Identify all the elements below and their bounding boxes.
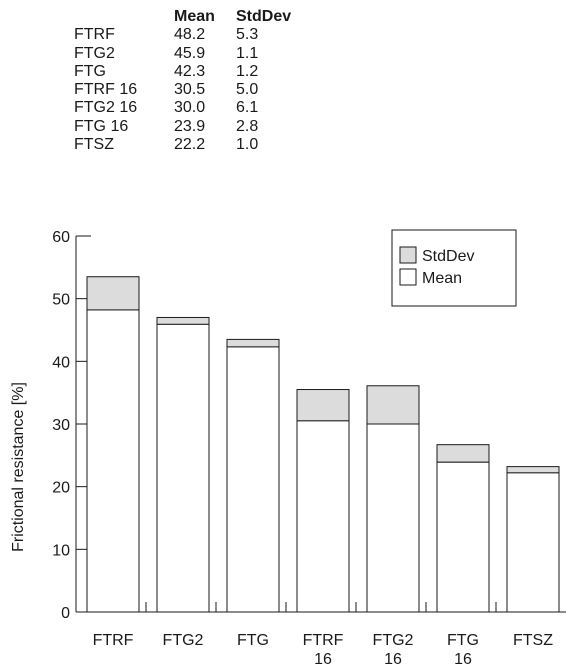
stats-table: Mean StdDev FTRF 48.2 5.3 FTG2 45.9 1.1 … <box>74 8 296 154</box>
bar-mean <box>296 420 350 613</box>
bar-stddev <box>296 389 350 422</box>
stats-cell-stddev: 1.1 <box>236 44 259 62</box>
stats-cell-mean: 30.5 <box>174 81 206 99</box>
legend-swatch <box>399 268 417 286</box>
stats-row: FTG2 16 30.0 6.1 <box>74 99 296 117</box>
stats-row: FTRF 48.2 5.3 <box>74 26 296 44</box>
stats-cell-mean: 45.9 <box>174 44 206 62</box>
stats-cell-mean: 48.2 <box>174 26 206 44</box>
x-tick-label: FTRF <box>93 632 134 649</box>
stats-cell-name: FTG2 <box>74 44 115 62</box>
x-tick-label: FTG <box>237 632 269 649</box>
stats-row: FTG2 45.9 1.1 <box>74 45 296 63</box>
stats-cell-name: FTRF 16 <box>74 81 138 99</box>
bar-mean <box>366 423 420 613</box>
chart-bars <box>86 276 560 613</box>
bar-stddev <box>156 316 210 325</box>
stats-cell-stddev: 1.2 <box>236 62 259 80</box>
bar-mean <box>226 346 280 613</box>
stats-cell-name: FTSZ <box>74 136 114 154</box>
stats-header-mean: Mean <box>174 8 215 25</box>
bar-stddev <box>506 466 560 474</box>
stats-cell-mean: 30.0 <box>174 99 206 117</box>
stats-header-stddev: StdDev <box>236 8 292 25</box>
stats-cell-stddev: 1.0 <box>236 136 259 154</box>
stats-row: FTRF 16 30.5 5.0 <box>74 81 296 99</box>
stats-cell-name: FTRF <box>74 26 115 44</box>
legend-label: Mean <box>422 270 462 287</box>
legend-box <box>391 229 517 307</box>
y-tick-label: 60 <box>52 229 70 246</box>
x-tick-label: FTRF 16 <box>303 632 344 668</box>
y-tick-label: 40 <box>52 354 70 371</box>
stats-cell-stddev: 2.8 <box>236 117 259 135</box>
stats-cell-stddev: 6.1 <box>236 99 259 117</box>
stats-header-row: Mean StdDev <box>74 8 296 26</box>
bar-mean <box>506 472 560 613</box>
y-tick-label: 0 <box>61 605 70 622</box>
x-tick-label: FTG 16 <box>447 632 479 668</box>
bar-stddev <box>366 385 420 425</box>
y-tick-label: 10 <box>52 542 70 559</box>
x-tick-labels: FTRF FTG2 FTG FTRF 16 FTG2 16 FTG 16 FTSZ <box>93 632 554 668</box>
y-axis-label: Frictional resistance [%] <box>10 382 27 552</box>
stats-cell-mean: 23.9 <box>174 117 206 135</box>
bar-stddev <box>436 444 490 463</box>
y-tick-label: 20 <box>52 480 70 497</box>
stats-cell-name: FTG 16 <box>74 117 129 135</box>
stats-row: FTG 42.3 1.2 <box>74 63 296 81</box>
y-tick-label: 30 <box>52 417 70 434</box>
stats-cell-name: FTG2 16 <box>74 99 138 117</box>
stats-cell-stddev: 5.0 <box>236 81 259 99</box>
legend-label: StdDev <box>422 248 474 265</box>
legend-swatch <box>399 246 417 264</box>
x-tick-label: FTSZ <box>513 632 553 649</box>
bar-mean <box>436 461 490 613</box>
stats-cell-stddev: 5.3 <box>236 26 259 44</box>
stats-cell-mean: 42.3 <box>174 62 206 80</box>
x-tick-label: FTG2 <box>163 632 204 649</box>
y-tick-label: 50 <box>52 292 70 309</box>
stats-cell-mean: 22.2 <box>174 136 206 154</box>
stats-cell-name: FTG <box>74 62 106 80</box>
stats-row: FTG 16 23.9 2.8 <box>74 118 296 136</box>
bar-mean <box>156 323 210 613</box>
x-tick-label: FTG2 16 <box>373 632 414 668</box>
bar-stddev <box>86 276 140 311</box>
stats-row: FTSZ 22.2 1.0 <box>74 136 296 154</box>
chart-legend: StdDev Mean <box>391 229 517 307</box>
bar-mean <box>86 309 140 613</box>
bar-stddev <box>226 338 280 348</box>
